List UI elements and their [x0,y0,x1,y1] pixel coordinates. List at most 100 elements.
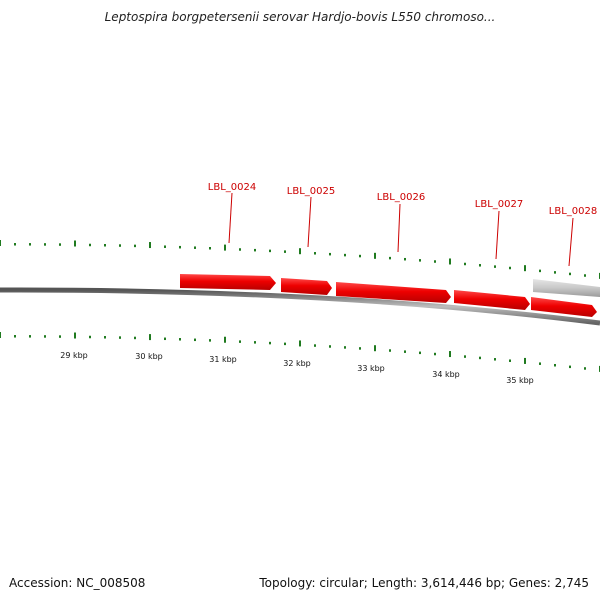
minor-tick [104,243,106,247]
minor-tick [14,243,16,246]
minor-tick [344,346,346,349]
major-tick [374,345,376,352]
ruler-label: 34 kbp [432,370,460,379]
minor-tick [179,245,181,249]
minor-tick [239,248,241,251]
gene-arrow-lbl-0027[interactable] [454,290,530,310]
minor-tick [554,363,556,367]
minor-tick [59,243,61,246]
minor-tick [269,249,271,253]
minor-tick [164,337,166,341]
major-tick [449,351,451,358]
minor-tick [254,248,256,252]
minor-tick [194,246,196,249]
upper-tick-track [0,240,600,279]
minor-tick [464,262,466,266]
ruler-label: 33 kbp [357,364,385,373]
minor-tick [314,252,316,255]
minor-tick [209,247,211,250]
minor-tick [89,335,91,339]
gene-label: LBL_0025 [287,186,335,197]
major-tick [224,336,226,343]
minor-tick [59,335,61,338]
leader-line [397,203,401,253]
gene-label-leaders [228,192,574,267]
minor-tick [29,335,31,338]
minor-tick [494,265,496,268]
leader-line [495,210,500,260]
minor-tick [434,352,436,356]
minor-tick [404,257,406,261]
minor-tick [164,245,166,248]
gene-arrow-lbl-0025[interactable] [281,278,332,295]
minor-tick [539,362,541,365]
major-tick [74,240,76,247]
ruler-labels: 29 kbp 30 kbp 31 kbp 32 kbp 33 kbp 34 kb… [60,351,534,385]
minor-tick [434,260,436,263]
major-tick [149,242,151,249]
minor-tick [389,349,391,352]
minor-tick [254,341,256,344]
major-tick [299,340,301,347]
major-tick [0,332,1,339]
gene-label: LBL_0028 [549,206,597,217]
minor-tick [569,365,571,369]
minor-tick [29,243,31,246]
leader-line [307,196,312,248]
minor-tick [464,355,466,358]
minor-tick [179,338,181,341]
minor-tick [329,345,331,348]
gene-label: LBL_0027 [475,199,523,210]
major-tick [299,248,301,255]
minor-tick [119,244,121,247]
gene-label: LBL_0024 [208,182,256,193]
minor-tick [584,367,586,370]
minor-tick [209,339,211,342]
minor-tick [419,259,421,262]
minor-tick [359,347,361,350]
major-tick [524,357,526,364]
accession-label: Accession: NC_008508 [9,576,146,590]
minor-tick [284,342,286,346]
minor-tick [119,336,121,339]
minor-tick [89,243,91,247]
gene-arrow-lbl-0026[interactable] [336,282,451,303]
minor-tick [104,336,106,339]
major-tick [449,258,451,265]
minor-tick [134,336,136,340]
gene-arrow-lbl-0028[interactable] [531,297,597,317]
gene-arrow-unlabeled[interactable] [533,279,600,297]
leader-line [228,192,233,244]
minor-tick [479,356,481,360]
minor-tick [569,272,571,276]
gene-arrow-lbl-0024[interactable] [180,274,276,290]
minor-tick [419,351,421,355]
minor-tick [509,266,511,270]
minor-tick [539,269,541,273]
major-tick [149,334,151,341]
ruler-label: 29 kbp [60,351,88,360]
leader-line [568,217,574,267]
ruler-label: 30 kbp [135,352,163,361]
chromosome-backbone [0,287,600,326]
minor-tick [284,250,286,253]
minor-tick [14,335,16,338]
minor-tick [554,271,556,274]
minor-tick [44,335,46,338]
major-tick [374,252,376,259]
topology-label: Topology: circular; Length: 3,614,446 bp… [259,576,589,590]
ruler-label: 31 kbp [209,355,237,364]
minor-tick [494,358,496,361]
minor-tick [194,338,196,342]
minor-tick [344,253,346,257]
major-tick [0,240,1,247]
minor-tick [329,252,331,256]
minor-tick [134,244,136,248]
ruler-label: 32 kbp [283,359,311,368]
minor-tick [584,274,586,277]
minor-tick [509,359,511,362]
minor-tick [479,264,481,267]
minor-tick [239,340,241,343]
minor-tick [44,243,46,246]
